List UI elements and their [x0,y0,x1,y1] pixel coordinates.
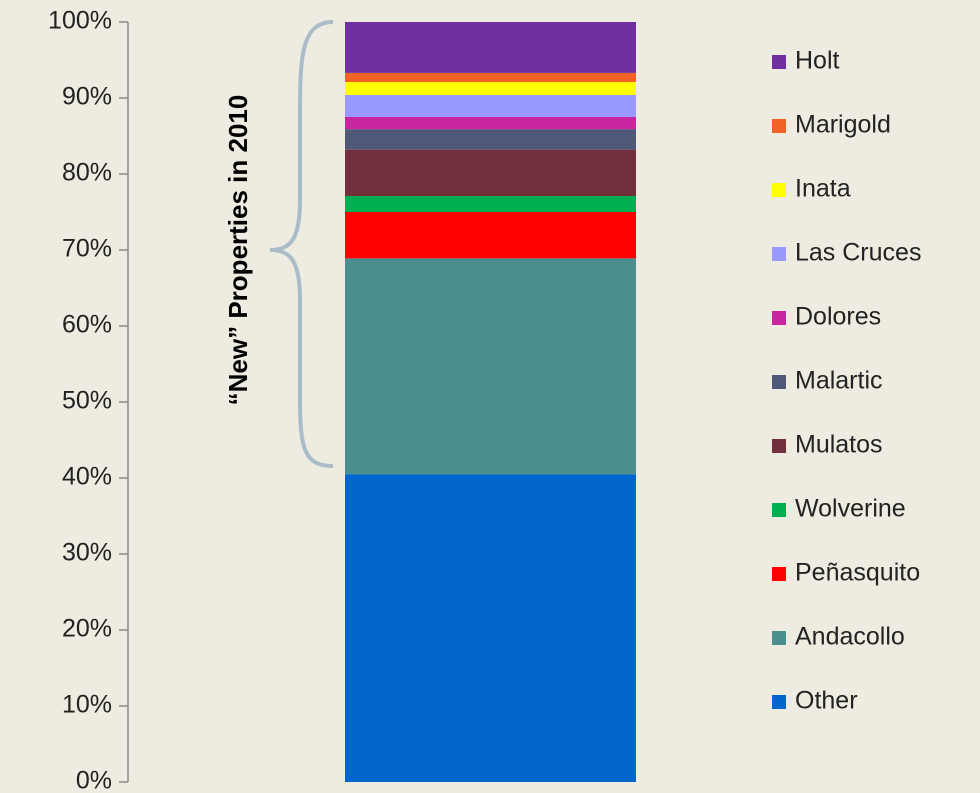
bar-segment [345,212,636,259]
legend-label: Wolverine [795,495,906,523]
brace [269,20,334,468]
y-tick-label: 40% [62,463,112,491]
y-tick-label: 80% [62,159,112,187]
legend-swatch [772,375,786,389]
legend-swatch [772,183,786,197]
legend-label: Other [795,687,858,715]
bar-segment [345,258,636,475]
legend-label: Las Cruces [795,239,921,267]
legend-label: Holt [795,47,840,75]
legend-swatch [772,695,786,709]
y-tick-label: 50% [62,387,112,415]
y-tick-label: 90% [62,83,112,111]
legend-label: Peñasquito [795,559,920,587]
legend-swatch [772,119,786,133]
bar-segment [345,72,636,83]
y-tick-label: 30% [62,539,112,567]
legend-label: Malartic [795,367,883,395]
legend-swatch [772,439,786,453]
bar-segment [345,94,636,117]
legend-swatch [772,631,786,645]
bar-segment [345,82,636,95]
bar-segment [345,149,636,197]
annotation: “New” Properties in 2010 [223,95,253,406]
legend-label: Marigold [795,111,891,139]
y-tick-label: 10% [62,691,112,719]
y-tick-label: 100% [48,7,112,35]
y-tick-label: 0% [76,767,112,793]
y-tick-label: 70% [62,235,112,263]
legend-swatch [772,503,786,517]
bar-segment [345,22,636,73]
y-tick-label: 60% [62,311,112,339]
legend-label: Dolores [795,303,881,331]
legend-swatch [772,55,786,69]
legend-swatch [772,567,786,581]
legend-label: Inata [795,175,851,203]
legend-label: Mulatos [795,431,883,459]
legend-label: Andacollo [795,623,905,651]
legend-swatch [772,311,786,325]
y-tick-label: 20% [62,615,112,643]
legend-swatch [772,247,786,261]
bar-segment [345,117,636,130]
bar-segment [345,196,636,212]
bar-segment [345,129,636,150]
bar-segment [345,474,636,782]
